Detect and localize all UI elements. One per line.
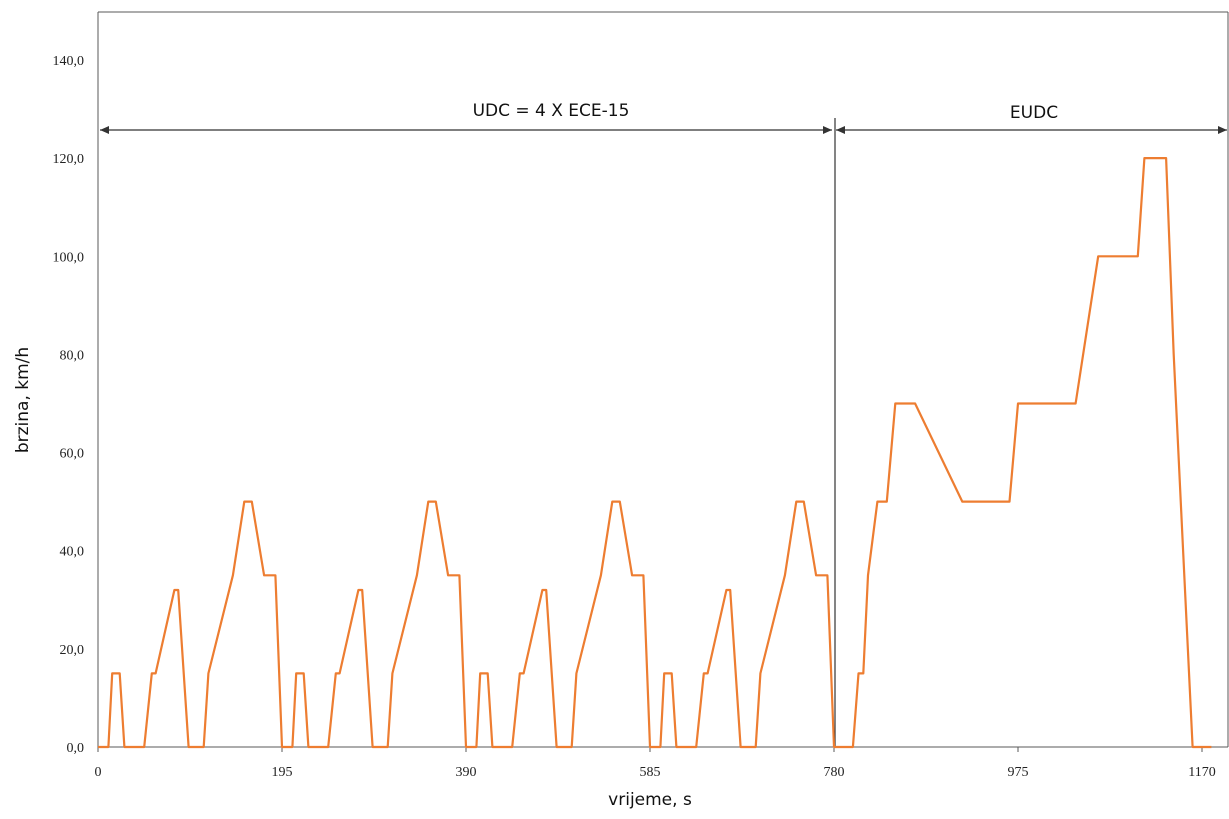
x-tick-label: 780: [824, 765, 845, 780]
speed-series-line: [98, 158, 1211, 747]
y-tick-label: 40,0: [60, 545, 85, 560]
x-tick-label: 0: [95, 765, 102, 780]
arrowhead-left: [836, 126, 845, 134]
arrowhead-right: [823, 126, 832, 134]
y-tick-label: 100,0: [53, 250, 85, 265]
y-tick-label: 20,0: [60, 643, 85, 658]
x-tick-label: 585: [640, 765, 661, 780]
x-tick-label: 390: [456, 765, 477, 780]
y-tick-label: 140,0: [53, 54, 85, 69]
y-tick-label: 120,0: [53, 152, 85, 167]
ticks-layer: 0,0 20,0 40,0 60,0 80,0 100,0 120,0 140,0 0 195 39…: [53, 54, 1216, 780]
y-tick-label: 80,0: [60, 348, 85, 363]
series-layer: [98, 158, 1211, 747]
arrowhead-right: [1218, 126, 1227, 134]
x-tick-label: 1170: [1188, 765, 1215, 780]
annotation-label: EUDC: [1010, 103, 1058, 123]
x-tick-label: 975: [1008, 765, 1029, 780]
annotations-layer: UDC = 4 X ECE-15 EUDC: [100, 101, 1227, 747]
x-axis-title: vrijeme, s: [608, 790, 692, 810]
annotation-label: UDC = 4 X ECE-15: [473, 101, 630, 121]
axes-layer: [98, 12, 1228, 752]
y-tick-label: 60,0: [60, 447, 85, 462]
arrowhead-left: [100, 126, 109, 134]
y-tick-label: 0,0: [67, 741, 85, 756]
y-axis-title: brzina, km/h: [13, 347, 33, 453]
x-tick-label: 195: [272, 765, 293, 780]
